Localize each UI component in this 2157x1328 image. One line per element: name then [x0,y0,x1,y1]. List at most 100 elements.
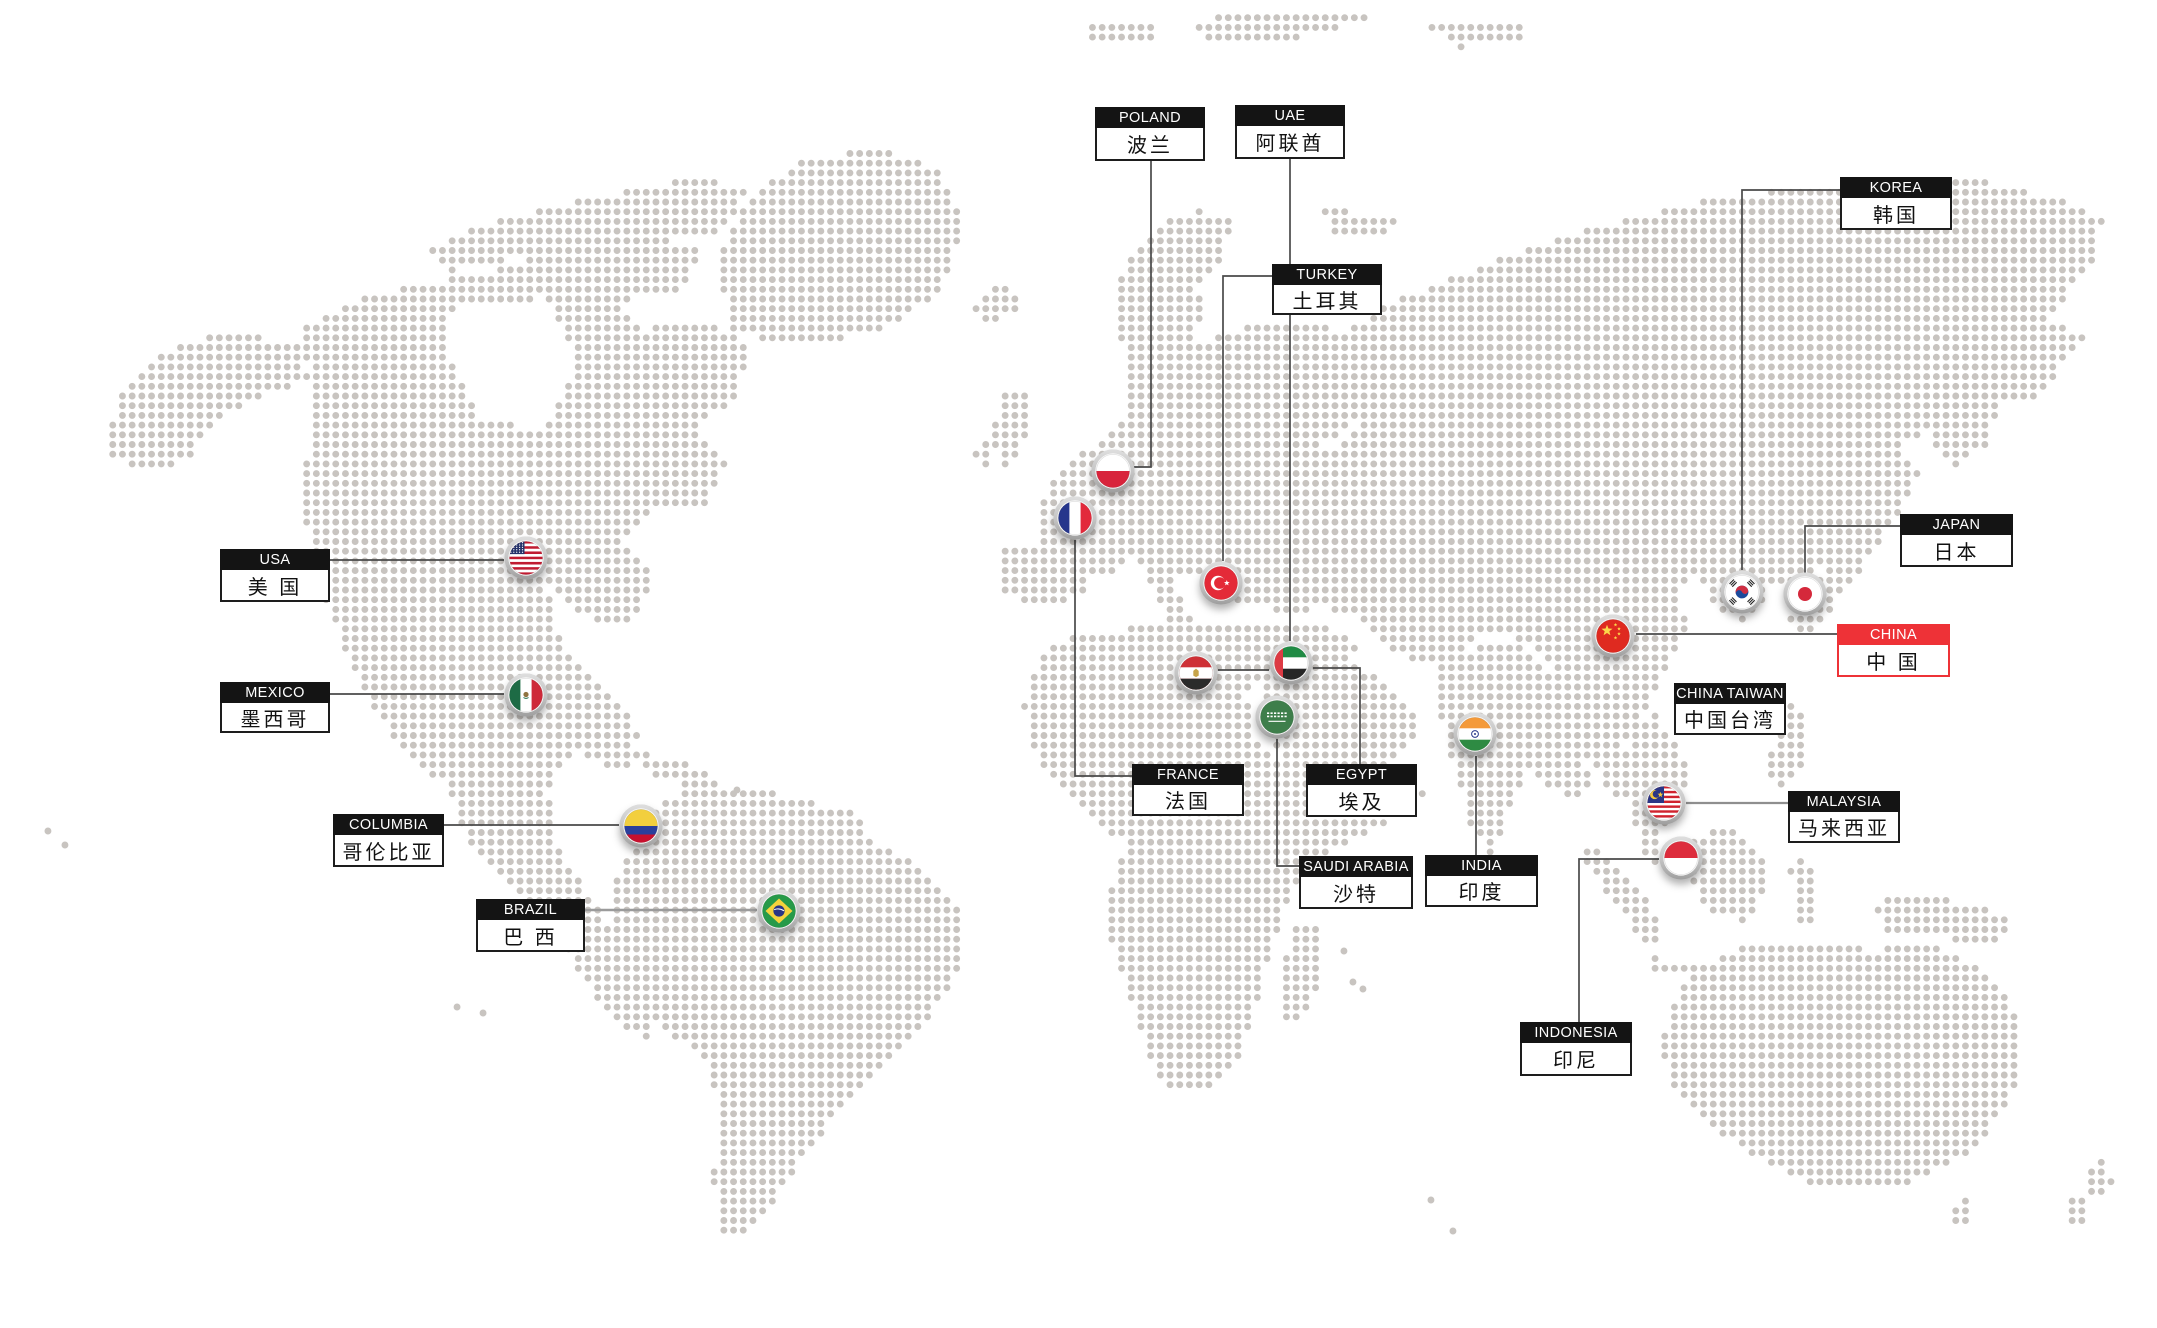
country-name-en: CHINA TAIWAN [1676,686,1784,702]
country-label-body: 韩国 [1840,198,1952,230]
india-flag-pin[interactable] [1452,711,1498,757]
country-label-header: SAUDI ARABIA [1299,856,1413,877]
country-name-en: CHINA [1869,627,1918,643]
usa-flag-icon [504,536,548,580]
japan-connector-line [1804,525,1900,573]
country-name-zh: 埃及 [1338,791,1385,814]
country-label-header: FRANCE [1132,764,1244,785]
country-label-body: 土耳其 [1272,285,1382,315]
country-name-zh: 中 国 [1866,651,1921,674]
country-name-en: JAPAN [1932,517,1981,533]
country-label-mexico[interactable]: MEXICO 墨西哥 [220,682,330,733]
country-label-header: POLAND [1095,107,1205,128]
country-label-france[interactable]: FRANCE 法国 [1132,764,1244,816]
country-label-indonesia[interactable]: INDONESIA 印尼 [1520,1022,1632,1076]
country-name-zh: 波兰 [1127,135,1173,157]
malaysia-flag-pin[interactable] [1641,780,1687,826]
country-label-header: COLUMBIA [333,814,444,835]
india-flag-icon [1453,712,1497,756]
country-name-en: KOREA [1869,180,1923,196]
brazil-flag-icon [757,889,801,933]
country-label-header: INDONESIA [1520,1022,1632,1043]
poland-connector-line [1134,161,1152,468]
country-name-en: INDONESIA [1534,1025,1618,1041]
country-label-china[interactable]: CHINA 中 国 [1837,624,1950,677]
country-label-header: EGYPT [1306,764,1417,785]
country-label-korea[interactable]: KOREA 韩国 [1840,177,1952,230]
usa-flag-pin[interactable] [503,535,549,581]
japan-flag-pin[interactable] [1782,571,1828,617]
france-connector-line [1074,540,1132,777]
country-label-columbia[interactable]: COLUMBIA 哥伦比亚 [333,814,444,867]
country-label-turkey[interactable]: TURKEY 土耳其 [1272,264,1382,315]
country-label-body: 日本 [1900,535,2013,567]
turkey-flag-icon [1199,561,1243,605]
country-label-header: UAE [1235,105,1345,126]
france-flag-pin[interactable] [1052,495,1098,541]
country-label-china_taiwan[interactable]: CHINA TAIWAN 中国台湾 [1674,683,1786,735]
columbia-flag-pin[interactable] [618,803,664,849]
country-name-en: USA [259,552,291,568]
country-label-body: 中 国 [1837,645,1950,677]
poland-flag-pin[interactable] [1090,448,1136,494]
france-flag-icon [1053,496,1097,540]
country-name-en: SAUDI ARABIA [1303,859,1409,875]
country-name-zh: 沙特 [1333,883,1379,906]
country-label-body: 埃及 [1306,785,1417,817]
country-label-body: 印度 [1425,876,1538,907]
country-label-india[interactable]: INDIA 印度 [1425,855,1538,907]
country-label-body: 波兰 [1095,128,1205,161]
mexico-flag-pin[interactable] [503,672,549,718]
country-name-en: TURKEY [1296,267,1358,283]
country-name-zh: 中国台湾 [1684,710,1776,732]
uae-flag-pin[interactable] [1268,640,1314,686]
country-label-header: MALAYSIA [1788,791,1900,812]
china-flag-pin[interactable] [1590,613,1636,659]
country-label-header: JAPAN [1900,514,2013,535]
saudi_arabia-flag-pin[interactable] [1254,694,1300,740]
country-name-zh: 印尼 [1553,1050,1599,1072]
country-name-zh: 巴 西 [503,926,558,949]
country-label-body: 法国 [1132,785,1244,816]
egypt-flag-icon [1174,651,1218,695]
country-label-brazil[interactable]: BRAZIL 巴 西 [476,899,585,952]
country-label-body: 阿联酋 [1235,126,1345,159]
country-name-zh: 墨西哥 [240,708,310,731]
country-name-zh: 法国 [1165,791,1211,813]
country-label-header: TURKEY [1272,264,1382,285]
country-label-japan[interactable]: JAPAN 日本 [1900,514,2013,567]
country-label-uae[interactable]: UAE 阿联酋 [1235,105,1345,159]
indonesia-flag-pin[interactable] [1658,835,1704,881]
columbia-flag-icon [619,804,663,848]
saudi_arabia-flag-icon [1255,695,1299,739]
country-label-header: KOREA [1840,177,1952,198]
country-name-zh: 韩国 [1873,204,1919,227]
country-name-en: MEXICO [245,685,305,701]
korea-flag-pin[interactable] [1719,569,1765,615]
uae-flag-icon [1269,641,1313,685]
country-label-header: MEXICO [220,682,330,703]
indonesia-flag-icon [1659,836,1703,880]
country-name-zh: 马来西亚 [1798,818,1890,840]
country-label-egypt[interactable]: EGYPT 埃及 [1306,764,1417,817]
egypt-flag-pin[interactable] [1173,650,1219,696]
country-label-header: BRAZIL [476,899,585,920]
japan-flag-icon [1783,572,1827,616]
country-label-header: CHINA TAIWAN [1674,683,1786,704]
country-label-usa[interactable]: USA 美 国 [220,549,330,602]
country-label-body: 美 国 [220,570,330,602]
country-label-body: 中国台湾 [1674,704,1786,735]
brazil-flag-pin[interactable] [756,888,802,934]
country-label-saudi_arabia[interactable]: SAUDI ARABIA 沙特 [1299,856,1413,909]
country-label-poland[interactable]: POLAND 波兰 [1095,107,1205,161]
poland-flag-icon [1091,449,1135,493]
indonesia-connector-line [1578,858,1659,1022]
country-label-body: 墨西哥 [220,703,330,733]
country-name-en: BRAZIL [503,902,558,918]
egypt-connector-line [1313,667,1361,764]
country-label-body: 印尼 [1520,1043,1632,1076]
country-label-malaysia[interactable]: MALAYSIA 马来西亚 [1788,791,1900,843]
country-name-en: COLUMBIA [349,817,428,833]
turkey-flag-pin[interactable] [1198,560,1244,606]
